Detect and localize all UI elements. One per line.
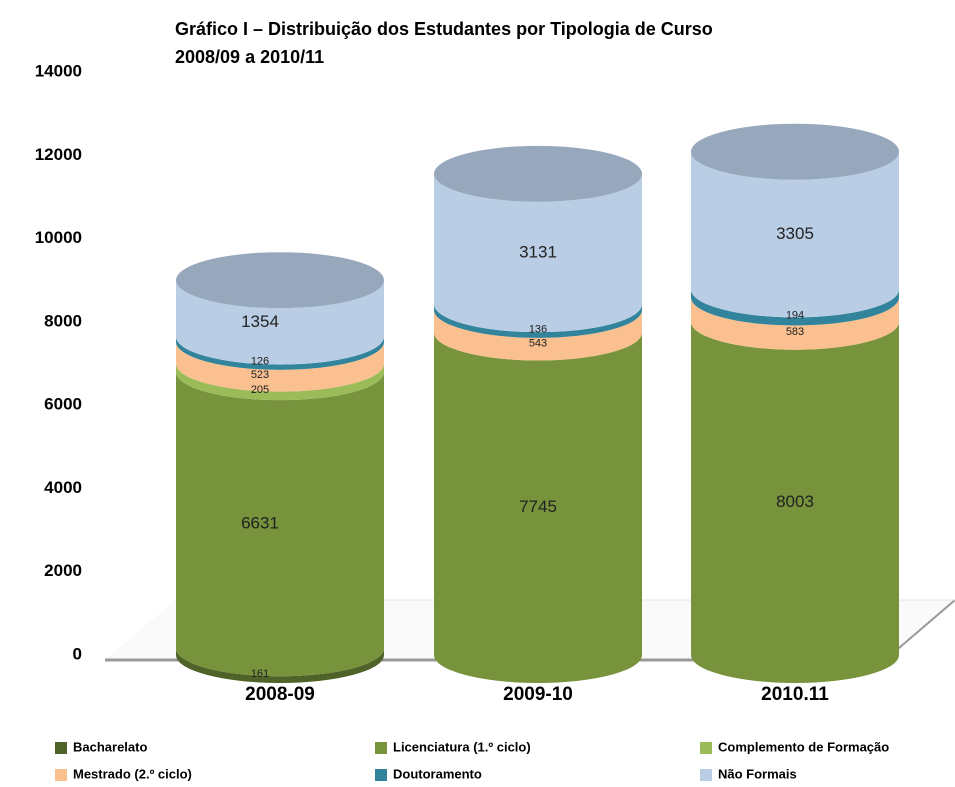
chart-subtitle: 2008/09 a 2010/11 xyxy=(175,47,324,67)
x-tick-label: 2009-10 xyxy=(503,684,573,705)
value-label: 161 xyxy=(251,668,269,680)
y-tick-label: 14000 xyxy=(35,61,82,80)
x-tick-label: 2010.11 xyxy=(761,684,829,705)
y-tick-label: 8000 xyxy=(44,311,82,330)
legend-label: Mestrado (2.º ciclo) xyxy=(73,766,192,781)
legend-label: Não Formais xyxy=(718,766,797,781)
cylinder-segment xyxy=(434,173,642,333)
cylinder-segment xyxy=(176,341,384,392)
legend-swatch xyxy=(700,742,712,754)
cylinder-segment xyxy=(176,280,384,365)
cylinder-segment xyxy=(176,372,384,677)
y-tick-label: 12000 xyxy=(35,145,82,164)
cylinder-segment xyxy=(691,297,899,350)
cylinder-segment xyxy=(176,336,384,370)
value-label: 205 xyxy=(251,384,269,396)
cylinder-segment xyxy=(176,363,384,401)
legend-swatch xyxy=(55,769,67,781)
value-label: 6631 xyxy=(241,514,279,533)
legend-swatch xyxy=(375,769,387,781)
legend-label: Doutoramento xyxy=(393,766,482,781)
y-tick-label: 2000 xyxy=(44,561,82,580)
value-label: 194 xyxy=(786,310,804,322)
y-tick-label: 6000 xyxy=(44,395,82,414)
cylinder-segment xyxy=(176,648,384,683)
chart-title: Gráfico I – Distribuição dos Estudantes … xyxy=(175,19,713,39)
cylinder-segment xyxy=(434,304,642,338)
legend-label: Complemento de Formação xyxy=(718,739,889,754)
cylinder-segment xyxy=(691,289,899,326)
legend-swatch xyxy=(375,742,387,754)
value-label: 8003 xyxy=(776,492,814,511)
legend-label: Bacharelato xyxy=(73,739,147,754)
y-tick-label: 4000 xyxy=(44,478,82,497)
value-label: 126 xyxy=(251,356,269,368)
y-tick-label: 10000 xyxy=(35,228,82,247)
cylinder-segment xyxy=(691,151,899,318)
legend-swatch xyxy=(55,742,67,754)
value-label: 3305 xyxy=(776,224,814,243)
cylinder-top xyxy=(691,123,899,180)
legend-swatch xyxy=(700,769,712,781)
value-label: 7745 xyxy=(519,497,557,516)
y-tick-label: 0 xyxy=(73,644,82,663)
value-label: 543 xyxy=(529,337,547,349)
x-tick-label: 2008-09 xyxy=(245,684,315,705)
cylinder-segment xyxy=(434,309,642,361)
cylinder-top xyxy=(176,252,384,309)
cylinder-segment xyxy=(691,321,899,683)
cylinder-segment xyxy=(434,332,642,683)
value-label: 523 xyxy=(251,369,269,381)
legend-label: Licenciatura (1.º ciclo) xyxy=(393,739,531,754)
value-label: 1354 xyxy=(241,312,279,331)
value-label: 136 xyxy=(529,323,547,335)
value-label: 3131 xyxy=(519,242,557,261)
cylinder-top xyxy=(434,145,642,202)
value-label: 583 xyxy=(786,326,804,338)
